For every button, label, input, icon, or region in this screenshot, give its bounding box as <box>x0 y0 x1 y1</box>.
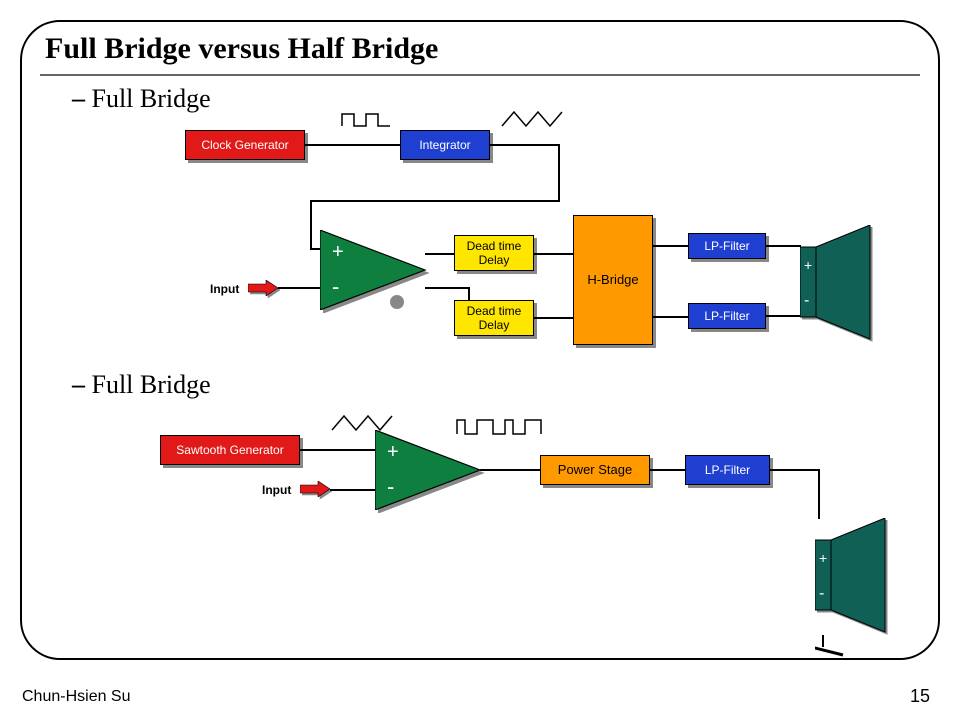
pulse-wave-icon <box>455 416 545 443</box>
connector <box>300 449 375 451</box>
footer-author: Chun-Hsien Su <box>22 688 131 706</box>
connector <box>330 489 375 491</box>
connector <box>310 200 312 248</box>
connector <box>766 315 801 317</box>
svg-text:-: - <box>819 585 824 602</box>
connector <box>653 316 688 318</box>
deadtime-1-block: Dead time Delay <box>454 235 534 271</box>
svg-text:+: + <box>332 241 344 263</box>
connector <box>425 287 470 289</box>
input-label-1: Input <box>210 282 239 296</box>
clock-generator-block: Clock Generator <box>185 130 305 160</box>
svg-text:+: + <box>804 257 812 273</box>
svg-text:-: - <box>804 292 809 309</box>
subtitle-2-text: Full Bridge <box>92 370 211 399</box>
input-arrow-icon-2 <box>300 481 330 502</box>
connector <box>310 248 320 250</box>
dash-icon: – <box>72 84 92 113</box>
subtitle-2: – Full Bridge <box>72 370 211 400</box>
inverting-dot-icon <box>390 295 404 309</box>
integrator-block: Integrator <box>400 130 490 160</box>
sawtooth-label: Sawtooth Generator <box>176 443 283 457</box>
connector <box>480 469 540 471</box>
speaker-2-icon: + - <box>815 518 895 643</box>
connector <box>770 469 820 471</box>
connector <box>818 469 820 519</box>
deadtime-2-block: Dead time Delay <box>454 300 534 336</box>
lpf-block-2: LP-Filter <box>685 455 770 485</box>
integrator-label: Integrator <box>419 138 470 152</box>
connector <box>534 253 574 255</box>
connector <box>650 469 685 471</box>
input-label-2: Input <box>262 483 291 497</box>
lpf-label-2: LP-Filter <box>705 463 750 477</box>
subtitle-1-text: Full Bridge <box>92 84 211 113</box>
connector <box>534 317 574 319</box>
deadtime-1-label: Dead time Delay <box>467 239 522 268</box>
sawtooth-block: Sawtooth Generator <box>160 435 300 465</box>
hbridge-label: H-Bridge <box>587 272 638 288</box>
power-stage-label: Power Stage <box>558 462 632 478</box>
lpf-1-label: LP-Filter <box>704 239 749 253</box>
svg-text:-: - <box>387 474 394 499</box>
lpf-2-block: LP-Filter <box>688 303 766 329</box>
connector <box>653 245 688 247</box>
ground-icon <box>815 635 845 668</box>
svg-text:+: + <box>819 550 827 566</box>
lpf-1-block: LP-Filter <box>688 233 766 259</box>
speaker-1-icon: + - <box>800 225 880 350</box>
connector <box>425 253 455 255</box>
clock-generator-label: Clock Generator <box>201 138 288 152</box>
deadtime-2-label: Dead time Delay <box>467 304 522 333</box>
connector <box>305 144 400 146</box>
title-underline <box>40 74 920 76</box>
svg-text:+: + <box>387 441 399 463</box>
connector <box>558 144 560 202</box>
svg-text:-: - <box>332 274 339 299</box>
connector <box>278 287 320 289</box>
lpf-2-label: LP-Filter <box>704 309 749 323</box>
hbridge-block: H-Bridge <box>573 215 653 345</box>
input-arrow-icon <box>248 280 278 301</box>
subtitle-1: – Full Bridge <box>72 84 211 114</box>
connector <box>310 200 560 202</box>
square-wave-icon <box>340 110 400 135</box>
dash-icon: – <box>72 370 92 399</box>
footer-page-number: 15 <box>910 686 930 707</box>
slide-title: Full Bridge versus Half Bridge <box>45 32 438 66</box>
connector <box>490 144 560 146</box>
power-stage-block: Power Stage <box>540 455 650 485</box>
comparator-1: + - <box>320 230 430 310</box>
connector <box>766 245 801 247</box>
triangle-wave-icon <box>500 108 570 135</box>
